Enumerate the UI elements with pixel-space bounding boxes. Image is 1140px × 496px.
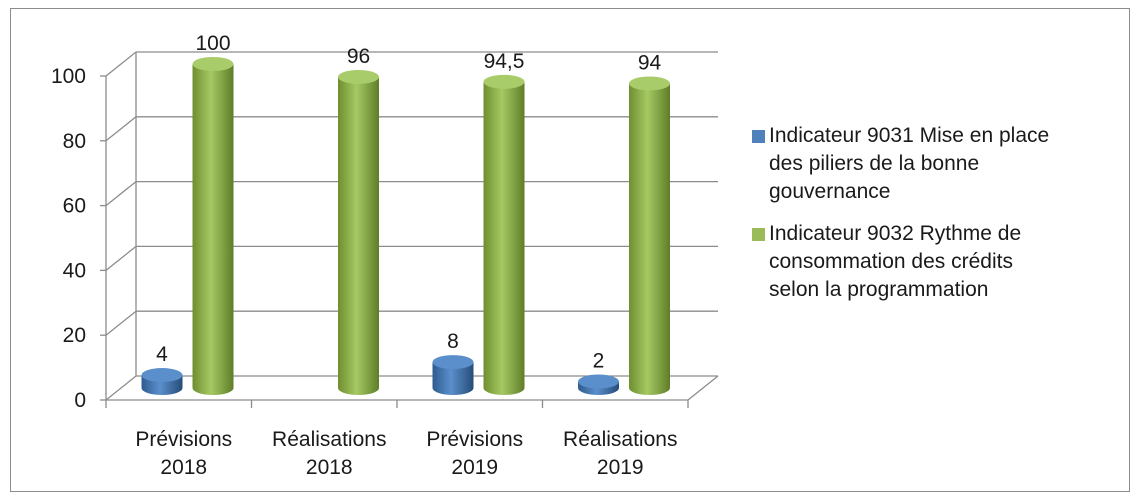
bar-top [141, 368, 183, 383]
x-tick-label: Prévisions [135, 428, 232, 451]
x-tick-label: Réalisations [272, 428, 386, 451]
y-tick-label: 0 [74, 389, 86, 412]
bar-top [578, 374, 619, 389]
bar-top [338, 69, 379, 84]
x-tick-label: 2019 [597, 456, 644, 479]
legend-swatch-series-1 [752, 130, 765, 143]
legend-label-series-2: Indicateur 9032 Rythme de consommation d… [769, 220, 1021, 304]
x-tick-label: Prévisions [426, 428, 523, 451]
y-tick-label: 100 [51, 65, 86, 88]
bar [629, 83, 670, 395]
gridline-side [105, 245, 137, 271]
bar [338, 76, 379, 396]
data-label: 8 [447, 330, 459, 353]
bar-top [483, 74, 525, 89]
x-tick-label: Réalisations [563, 428, 677, 451]
y-tick-label: 60 [63, 195, 86, 218]
data-label: 94,5 [484, 50, 525, 73]
bar-top [192, 57, 234, 71]
legend-line: Indicateur 9032 Rythme de [769, 222, 1022, 245]
floor-edge [687, 375, 719, 401]
legend-line: gouvernance [769, 180, 891, 203]
legend-item-series-1: Indicateur 9031 Mise en place des pilier… [752, 122, 1112, 206]
chart-legend: Indicateur 9031 Mise en place des pilier… [752, 122, 1112, 318]
data-label: 2 [593, 350, 605, 373]
legend-line: Indicateur 9031 Mise en place [769, 124, 1050, 147]
y-tick-label: 80 [63, 130, 86, 153]
data-label: 96 [347, 45, 370, 68]
data-label: 4 [156, 343, 168, 366]
data-label: 94 [638, 51, 662, 74]
legend-line: des piliers de la bonne [769, 152, 980, 175]
data-label: 100 [195, 32, 230, 55]
gridline-side [105, 181, 137, 207]
bar [432, 362, 474, 395]
gridline-side [105, 51, 137, 77]
y-tick-label: 20 [63, 324, 86, 347]
legend-label-series-1: Indicateur 9031 Mise en place des pilier… [769, 122, 1049, 206]
bar-top [432, 355, 474, 370]
legend-line: selon la programmation [769, 278, 989, 301]
legend-line: consommation des crédits [769, 250, 1013, 273]
x-tick-label: 2019 [451, 456, 498, 479]
legend-swatch-series-2 [752, 228, 765, 241]
gridline-side [105, 375, 137, 401]
gridline-side [105, 310, 137, 336]
bar [192, 64, 234, 395]
x-tick-label: 2018 [160, 456, 207, 479]
bar-top [629, 76, 670, 91]
gridline-side [105, 116, 137, 142]
y-tick-label: 40 [63, 259, 86, 282]
x-tick-label: 2018 [306, 456, 353, 479]
bar [483, 81, 525, 395]
legend-item-series-2: Indicateur 9032 Rythme de consommation d… [752, 220, 1112, 304]
